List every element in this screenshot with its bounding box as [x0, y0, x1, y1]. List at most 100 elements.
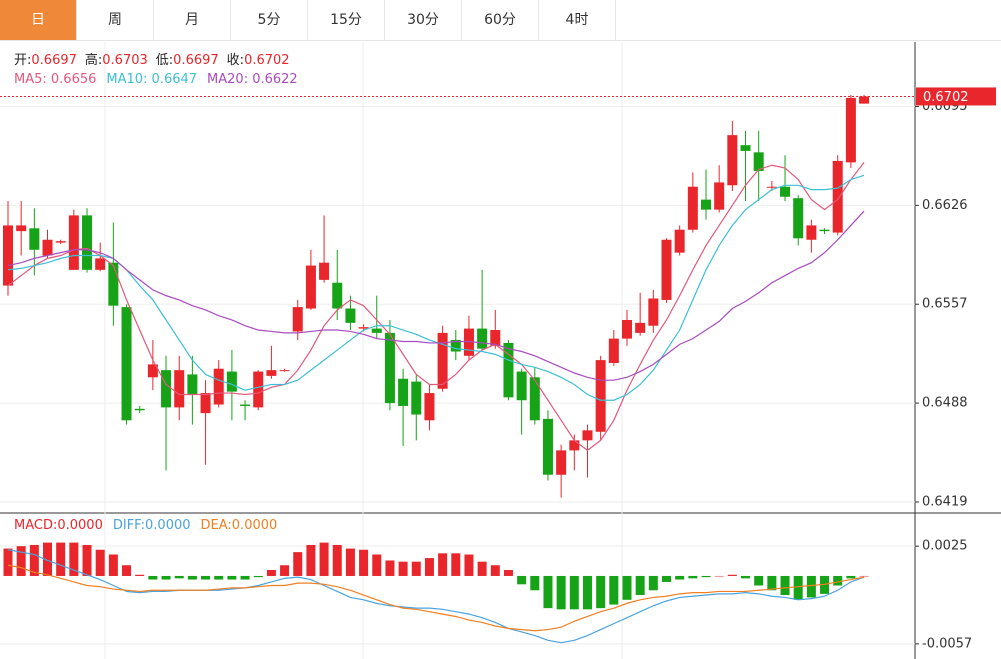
last-price-tag	[916, 87, 996, 106]
ohlc-value: 0.6702	[244, 53, 290, 68]
candle-body	[371, 328, 382, 333]
y-tick-label: 0.6557	[922, 297, 968, 312]
macd-bar	[767, 575, 777, 591]
macd-bar	[569, 575, 579, 610]
candle-body	[319, 262, 330, 280]
candle-body	[780, 186, 791, 197]
candle-body	[859, 96, 870, 104]
candle-body	[3, 225, 13, 286]
y-tick-label: 0.0025	[922, 539, 968, 554]
macd-bar	[174, 575, 184, 579]
macd-bar	[543, 575, 553, 609]
candle-body	[701, 199, 712, 210]
candle-body	[806, 225, 817, 240]
macd-bar	[780, 575, 790, 596]
candle-body	[55, 241, 66, 243]
candle-body	[437, 332, 448, 389]
macd-bar	[359, 549, 369, 576]
ohlc-label: 收:	[227, 53, 244, 68]
macd-bar	[56, 542, 66, 576]
macd-bar	[201, 575, 211, 580]
macd-bar	[161, 575, 171, 580]
period-tab[interactable]: 月	[154, 0, 231, 40]
macd-bar	[69, 542, 79, 576]
candle-body	[477, 328, 488, 349]
legend-entry: MA20: 0.6622	[207, 72, 298, 87]
period-tab[interactable]: 日	[0, 0, 77, 40]
candle-body	[292, 307, 303, 332]
candle-body	[16, 225, 27, 232]
y-tick-label: 0.6488	[922, 396, 968, 411]
candle-body	[727, 135, 738, 186]
candle-body	[490, 330, 501, 346]
candle-body	[845, 97, 856, 163]
macd-line	[7, 549, 865, 644]
candle-body	[68, 215, 79, 270]
period-tab[interactable]: 30分	[385, 0, 462, 40]
macd-bar	[582, 575, 592, 610]
candle-body	[832, 160, 843, 233]
period-tabs: 日周月 5分 15分 30分 60分 4时	[0, 0, 1001, 41]
macd-bar	[29, 544, 39, 576]
candle-body	[161, 370, 172, 408]
legend-entry: MA10: 0.6647	[106, 72, 197, 87]
macd-bar	[741, 575, 751, 579]
macd-bar	[3, 548, 13, 576]
candle-body	[174, 370, 185, 408]
candle-body	[687, 186, 698, 230]
ohlc-value: 0.6697	[173, 53, 219, 68]
macd-bar	[332, 544, 342, 576]
candle-body	[753, 152, 764, 171]
legend-entry: DIFF:0.0000	[113, 518, 191, 533]
macd-bar	[688, 575, 698, 579]
macd-bar	[648, 575, 658, 591]
macd-bar	[227, 575, 237, 580]
candle-body	[42, 239, 53, 256]
candle-body	[503, 342, 514, 398]
macd-bar	[806, 575, 816, 598]
candle-body	[635, 322, 646, 333]
candle-body	[29, 228, 40, 250]
period-tab[interactable]: 5分	[231, 0, 308, 40]
candle-body	[793, 198, 804, 239]
ohlc-value: 0.6703	[102, 53, 148, 68]
macd-bar	[727, 574, 737, 576]
candle-body	[463, 328, 474, 356]
legend-entry: MA5: 0.6656	[14, 72, 96, 87]
ohlc-label: 低:	[156, 53, 173, 68]
macd-bar	[793, 575, 803, 600]
legend-entry: DEA:0.0000	[201, 518, 278, 533]
period-tab[interactable]: 4时	[539, 0, 616, 40]
candle-body	[529, 377, 540, 421]
macd-bar	[477, 561, 487, 576]
candle-body	[266, 370, 277, 376]
ohlc-label: 开:	[14, 53, 31, 68]
period-tab[interactable]: 周	[77, 0, 154, 40]
candle-body	[569, 440, 580, 451]
macd-bar	[187, 575, 197, 580]
candle-body	[621, 319, 632, 339]
ma-line	[7, 174, 865, 401]
macd-bar	[411, 561, 421, 576]
period-tab[interactable]: 60分	[462, 0, 539, 40]
y-tick-label: 0.6626	[922, 198, 968, 213]
macd-line	[7, 564, 865, 632]
candle-body	[147, 364, 158, 378]
macd-bar	[82, 544, 92, 576]
macd-bar	[108, 554, 118, 576]
macd-bar	[135, 574, 145, 576]
macd-bar	[490, 565, 500, 576]
macd-bar	[662, 575, 671, 582]
macd-bar	[95, 549, 105, 576]
macd-bar	[609, 575, 619, 605]
candle-body	[226, 371, 237, 392]
period-tab[interactable]: 15分	[308, 0, 385, 40]
macd-bar	[754, 575, 764, 586]
candle-body	[424, 393, 435, 421]
candle-body	[358, 327, 369, 329]
candle-body	[134, 408, 145, 411]
macd-bar	[451, 553, 461, 576]
candle-body	[766, 186, 777, 188]
